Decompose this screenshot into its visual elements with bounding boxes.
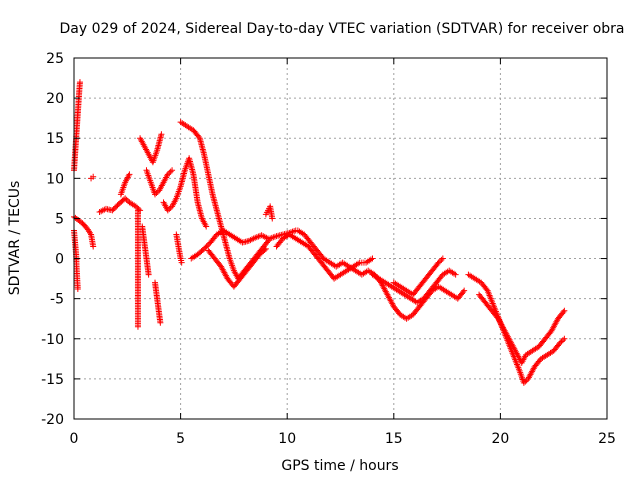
data-point — [178, 259, 185, 266]
data-point — [90, 173, 97, 180]
data-point — [435, 259, 442, 266]
series-arc9 — [137, 131, 165, 166]
data-point-interp — [559, 337, 566, 344]
y-tick-label: 0 — [55, 252, 64, 268]
data-point — [265, 235, 272, 242]
y-tick-label: -20 — [41, 412, 64, 428]
data-point — [557, 339, 564, 346]
data-marks — [71, 79, 568, 386]
y-tick-label: -5 — [50, 292, 64, 308]
series-arc6 — [117, 171, 133, 198]
data-point — [164, 207, 171, 214]
y-axis-title: SDTVAR / TECUs — [7, 181, 23, 296]
data-point — [109, 207, 116, 214]
data-point — [269, 215, 276, 222]
data-point-interp — [125, 198, 132, 205]
data-point — [461, 287, 468, 294]
y-tick-label: 15 — [46, 131, 64, 147]
data-point-interp — [204, 242, 211, 249]
y-tick-label: 5 — [55, 211, 64, 227]
x-tick-label: 15 — [385, 431, 403, 447]
data-point — [76, 79, 83, 86]
grid — [74, 58, 607, 419]
data-point-interp — [202, 244, 209, 251]
series-arc10 — [143, 167, 176, 198]
data-point — [126, 171, 133, 178]
data-point-interp — [123, 196, 130, 203]
x-axis-title: GPS time / hours — [281, 458, 398, 474]
series-arc11 — [152, 279, 164, 326]
data-point — [157, 319, 164, 326]
data-point — [158, 131, 165, 138]
data-point-interp — [167, 168, 174, 175]
data-point-interp — [134, 204, 141, 211]
x-tick-label: 0 — [70, 431, 79, 447]
data-point-interp — [166, 206, 173, 213]
data-point-interp — [203, 243, 210, 250]
y-tick-label: -10 — [41, 332, 64, 348]
x-tick-label: 5 — [176, 431, 185, 447]
y-tick-label: -15 — [41, 372, 64, 388]
data-point — [452, 271, 459, 278]
data-point-interp — [111, 204, 118, 211]
series-arc23 — [476, 291, 568, 366]
data-point-interp — [436, 258, 443, 265]
x-tick-label: 10 — [278, 431, 296, 447]
data-point-interp — [110, 206, 117, 213]
data-point — [122, 195, 129, 202]
series-arc16 — [205, 245, 269, 290]
series-arc19 — [294, 227, 468, 322]
series-arc21 — [390, 255, 446, 298]
x-tick-label: 20 — [491, 431, 509, 447]
data-point-interp — [522, 378, 529, 385]
data-point-interp — [113, 203, 120, 210]
data-point — [561, 335, 568, 342]
y-tick-label: 20 — [46, 91, 64, 107]
chart-title: Day 029 of 2024, Sidereal Day-to-day VTE… — [59, 21, 624, 37]
x-axis-ticks: 0 5 10 15 20 25 — [70, 58, 616, 447]
series-arc13 — [173, 231, 185, 266]
data-point-interp — [166, 169, 173, 176]
plot-frame — [73, 57, 608, 420]
series-arc17 — [262, 203, 276, 222]
data-point — [152, 191, 159, 198]
series-arc15 — [188, 227, 272, 262]
series-arc3 — [71, 79, 83, 174]
series-arc12 — [160, 155, 210, 230]
y-tick-label: 10 — [46, 171, 64, 187]
data-point-interp — [438, 256, 445, 263]
data-point-interp — [558, 338, 565, 345]
y-axis-ticks: -20 -15 -10 -5 0 5 10 15 20 25 — [41, 51, 607, 428]
data-point-interp — [195, 133, 202, 140]
data-point — [134, 323, 141, 330]
data-point-interp — [153, 190, 160, 197]
y-tick-label: 25 — [46, 51, 64, 67]
series-arc20 — [369, 267, 459, 306]
data-point — [164, 171, 171, 178]
data-point-interp — [460, 288, 467, 295]
data-point — [561, 307, 568, 314]
data-point — [439, 255, 446, 262]
data-point — [74, 286, 81, 293]
data-point-interp — [261, 247, 268, 254]
data-point — [203, 223, 210, 230]
data-point — [90, 243, 97, 250]
data-point — [132, 203, 139, 210]
data-point-interp — [560, 309, 567, 316]
data-point — [369, 255, 376, 262]
series-arc5 — [96, 195, 144, 216]
data-point — [201, 245, 208, 252]
data-point-interp — [135, 206, 142, 213]
series-arc2 — [71, 227, 81, 293]
series-arc7 — [134, 207, 141, 330]
data-point — [520, 379, 527, 386]
data-point — [169, 167, 176, 174]
x-tick-label: 25 — [598, 431, 616, 447]
data-point — [145, 271, 152, 278]
data-point — [262, 245, 269, 252]
series-arc8 — [139, 223, 152, 278]
series-arc4 — [88, 173, 97, 182]
